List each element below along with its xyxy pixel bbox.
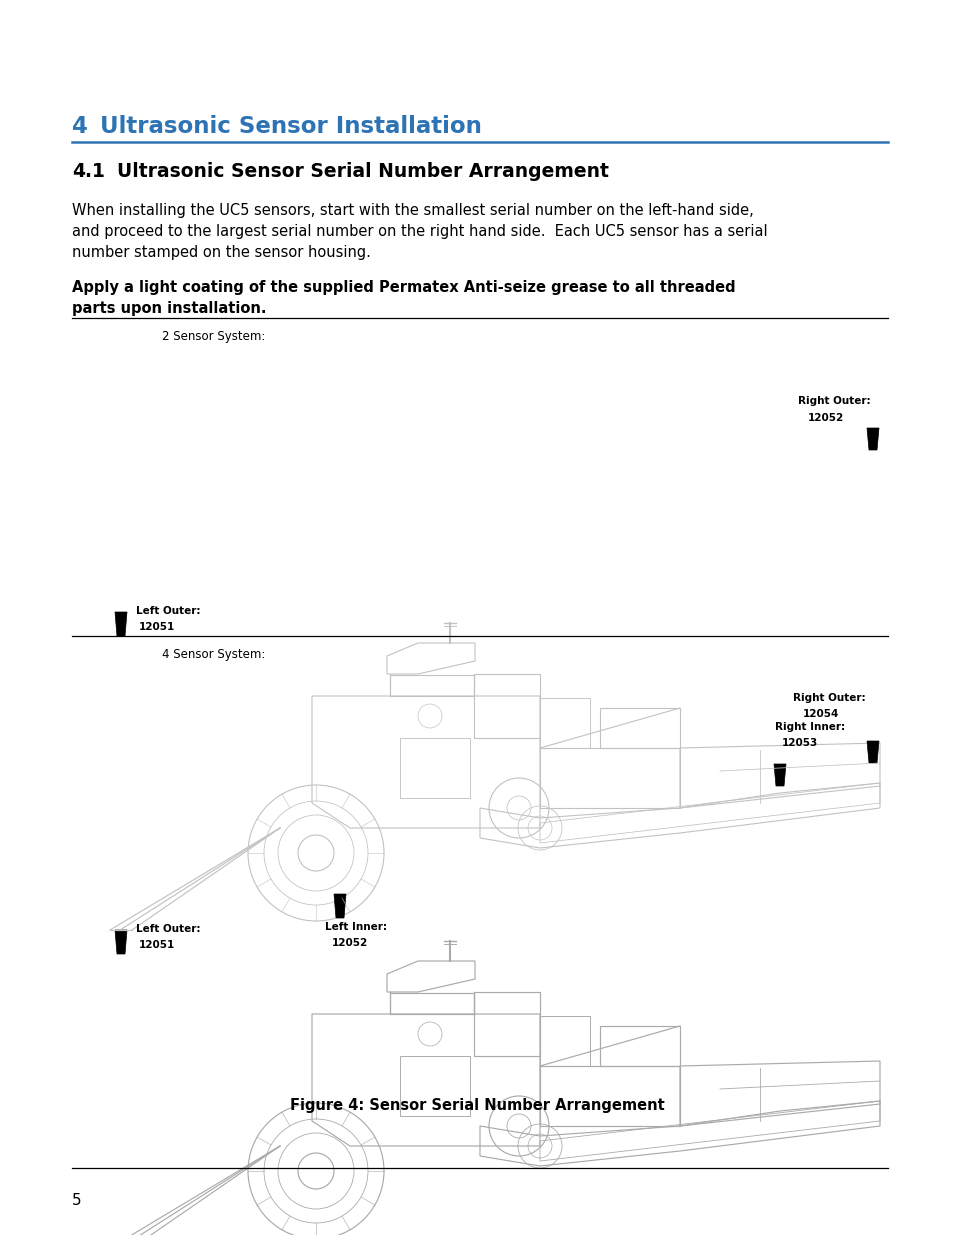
- Polygon shape: [866, 741, 878, 763]
- Polygon shape: [866, 429, 878, 450]
- Text: 12053: 12053: [781, 739, 818, 748]
- Text: and proceed to the largest serial number on the right hand side.  Each UC5 senso: and proceed to the largest serial number…: [71, 224, 767, 240]
- Polygon shape: [773, 764, 785, 785]
- Text: Left Outer:: Left Outer:: [136, 924, 200, 934]
- Text: Right Outer:: Right Outer:: [792, 693, 864, 703]
- Text: number stamped on the sensor housing.: number stamped on the sensor housing.: [71, 245, 371, 261]
- Text: 12054: 12054: [802, 709, 839, 719]
- Text: Left Outer:: Left Outer:: [136, 606, 200, 616]
- Text: Right Outer:: Right Outer:: [797, 396, 870, 406]
- Text: 12052: 12052: [332, 939, 368, 948]
- Text: 12052: 12052: [807, 412, 843, 424]
- Text: Right Inner:: Right Inner:: [774, 722, 844, 732]
- Text: Figure 4: Sensor Serial Number Arrangement: Figure 4: Sensor Serial Number Arrangeme…: [290, 1098, 663, 1113]
- Text: 2 Sensor System:: 2 Sensor System:: [162, 330, 265, 343]
- Text: 12051: 12051: [139, 622, 175, 632]
- Text: When installing the UC5 sensors, start with the smallest serial number on the le: When installing the UC5 sensors, start w…: [71, 203, 753, 219]
- Text: 4.1: 4.1: [71, 162, 105, 182]
- Text: 12051: 12051: [139, 940, 175, 950]
- Text: Apply a light coating of the supplied Permatex Anti-seize grease to all threaded: Apply a light coating of the supplied Pe…: [71, 280, 735, 295]
- Text: Left Inner:: Left Inner:: [325, 923, 387, 932]
- Polygon shape: [115, 930, 127, 953]
- Text: 4: 4: [71, 115, 88, 138]
- Text: parts upon installation.: parts upon installation.: [71, 301, 266, 316]
- Text: Ultrasonic Sensor Installation: Ultrasonic Sensor Installation: [100, 115, 481, 138]
- Text: Ultrasonic Sensor Serial Number Arrangement: Ultrasonic Sensor Serial Number Arrangem…: [117, 162, 608, 182]
- Text: 4 Sensor System:: 4 Sensor System:: [162, 648, 265, 661]
- Polygon shape: [334, 894, 346, 918]
- Polygon shape: [115, 613, 127, 636]
- Text: 5: 5: [71, 1193, 82, 1208]
